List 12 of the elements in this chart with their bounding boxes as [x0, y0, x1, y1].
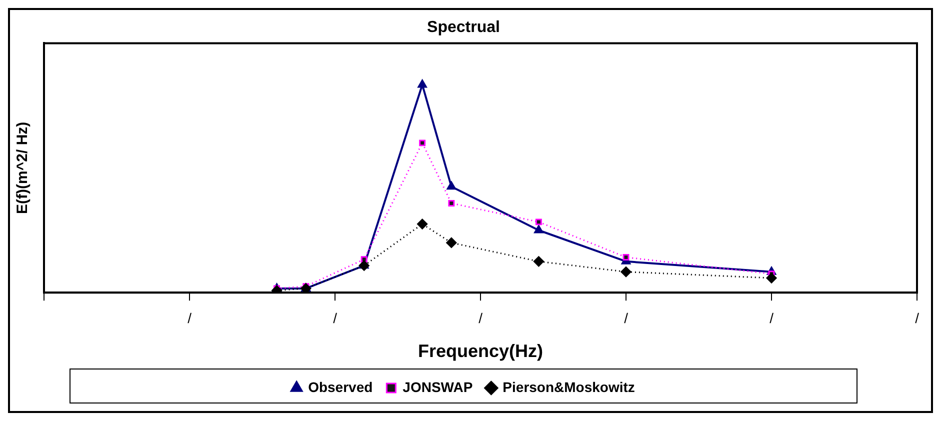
y-axis-title: E(f)(m^2/ Hz): [14, 122, 32, 214]
x-tick-label: /: [478, 310, 483, 326]
x-tick-label: /: [770, 310, 774, 326]
x-tick-label: /: [624, 310, 628, 326]
legend-label: Observed: [308, 378, 373, 395]
chart-title: Spectrual: [427, 19, 500, 36]
legend-label: Pierson&Moskowitz: [502, 378, 635, 395]
x-axis-title: Frequency(Hz): [418, 341, 544, 362]
legend-label: JONSWAP: [402, 378, 473, 395]
x-tick-label: /: [188, 310, 192, 326]
x-tick-label: /: [333, 310, 338, 326]
x-tick-label: /: [915, 310, 920, 326]
